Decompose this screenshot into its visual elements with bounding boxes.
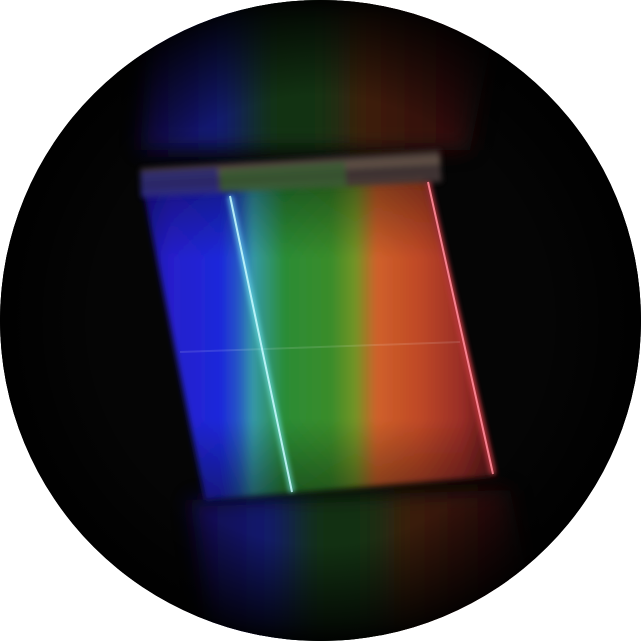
photo-frame (0, 0, 641, 641)
eyepiece-vignette (0, 0, 641, 641)
spectrum-photo (0, 0, 641, 641)
circular-eyepiece-view (0, 0, 641, 641)
